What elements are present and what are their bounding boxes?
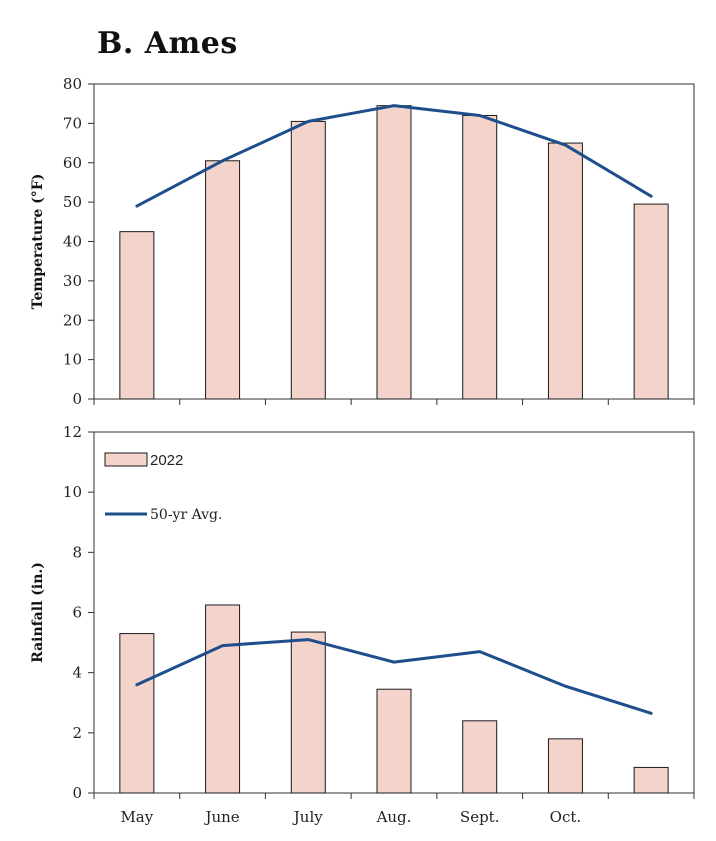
avg-line — [135, 104, 653, 208]
y-tick-label: 50 — [63, 193, 82, 211]
bar — [462, 115, 498, 400]
y-tick-label: 0 — [72, 784, 82, 802]
y-tick-label: 12 — [63, 423, 82, 441]
legend-line-label: 50-yr Avg. — [150, 507, 222, 523]
bar — [462, 720, 498, 794]
temperature-panel: 0 10 20 30 40 50 60 70 80 Temperature (°F) — [30, 75, 695, 408]
bar — [547, 738, 583, 794]
avg-line — [135, 638, 653, 715]
y-tick-label: 30 — [63, 272, 82, 290]
y-axis-label: Rainfall (in.) — [30, 562, 46, 663]
bar — [376, 105, 412, 400]
y-tick-label: 20 — [63, 311, 82, 329]
bar — [119, 633, 155, 794]
page-title: B. Ames — [97, 26, 238, 61]
y-tick-label: 2 — [72, 724, 82, 742]
y-tick-label: 10 — [63, 351, 82, 369]
x-tick-label: Sept. — [460, 808, 500, 826]
y-tick-label: 40 — [63, 233, 82, 251]
y-tick-label: 10 — [63, 483, 82, 501]
bar — [205, 160, 241, 400]
y-tick-label: 60 — [63, 154, 82, 172]
y-tick-label: 6 — [72, 604, 82, 622]
x-tick-label: Aug. — [376, 808, 412, 826]
y-tick-label: 8 — [72, 543, 82, 561]
y-tick-label: 70 — [63, 114, 82, 132]
legend: 2022 50-yr Avg. — [104, 452, 222, 523]
bar — [205, 604, 241, 794]
bar — [547, 142, 583, 400]
x-tick-label: July — [292, 808, 323, 826]
bar — [119, 231, 155, 400]
y-tick-label: 4 — [72, 664, 82, 682]
y-tick-label: 0 — [72, 390, 82, 408]
bar — [290, 120, 326, 400]
rainfall-panel: 0 2 4 6 8 10 12 Rainfall (in.) May June July Aug. Se… — [30, 423, 695, 826]
x-tick-label: Oct. — [550, 808, 582, 826]
bar — [633, 766, 669, 794]
bar — [290, 631, 326, 794]
x-tick-label: May — [120, 808, 153, 826]
legend-bar-swatch — [104, 452, 148, 467]
legend-bar-label: 2022 — [150, 452, 183, 469]
bar — [376, 688, 412, 794]
x-tick-label: June — [203, 808, 239, 826]
bar — [633, 203, 669, 400]
y-axis-label: Temperature (°F) — [30, 174, 46, 310]
y-tick-label: 80 — [63, 75, 82, 93]
